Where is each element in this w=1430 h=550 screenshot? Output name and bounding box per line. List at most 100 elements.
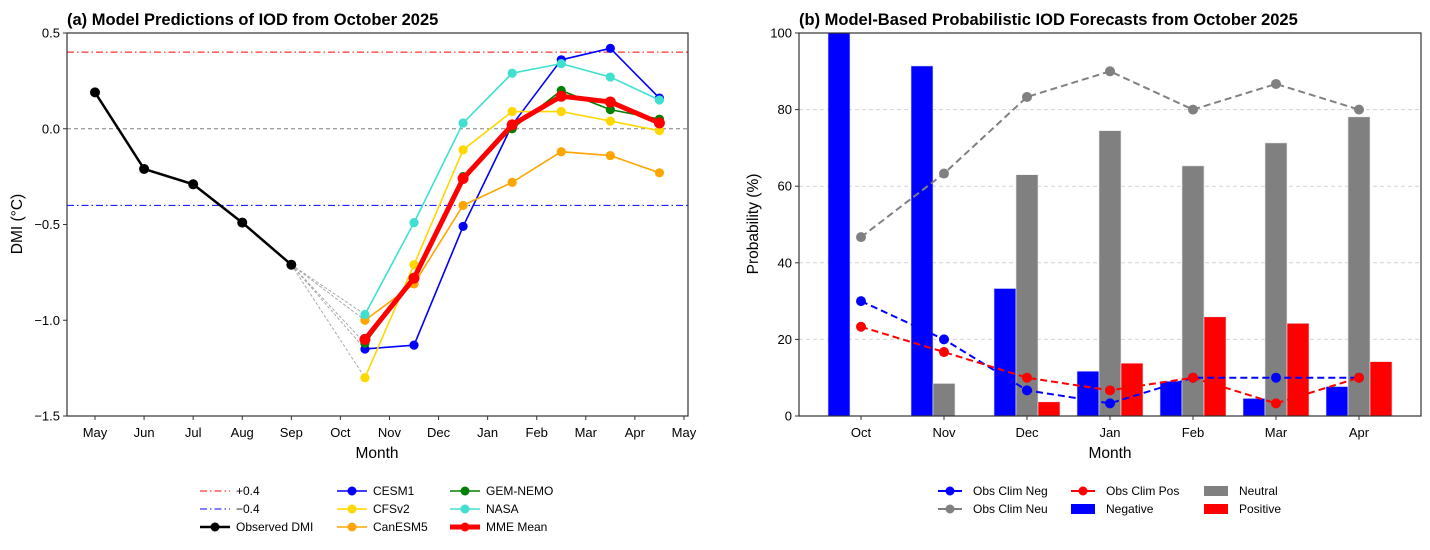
panel-a-legend: +0.4 −0.4 Observed DMI CESM1 CFSv2 CanESM5 GEM…: [200, 484, 553, 534]
panel-a-xlabel: Month: [355, 445, 398, 462]
legend-label: Obs Clim Neg: [973, 484, 1048, 498]
legend-marker: [1078, 486, 1088, 496]
legend-label: Observed DMI: [236, 520, 313, 534]
legend-label: CESM1: [373, 484, 415, 498]
point-gem-nemo: [605, 105, 615, 115]
panel-b-x-ticks: Oct Nov Dec Jan Feb Mar Apr: [851, 416, 1370, 440]
legend-swatch: [1204, 486, 1228, 496]
point-obs-clim-neu: [1105, 66, 1115, 77]
point-nasa: [458, 118, 468, 128]
point-obs-clim-neu: [939, 168, 949, 179]
point-canesm5: [507, 177, 517, 187]
bar-negative: [1242, 398, 1266, 417]
legend-label: Positive: [1239, 502, 1281, 516]
point-nasa: [556, 59, 566, 69]
x-tick-label: Jan: [477, 425, 498, 440]
point-nasa: [507, 68, 517, 78]
point-observed-dmi: [237, 217, 248, 228]
legend-label: GEM-NEMO: [486, 484, 553, 498]
point-cfsv2: [360, 373, 370, 383]
panel-b-ylabel: Probability (%): [745, 174, 762, 275]
series-line-canesm5: [364, 150, 660, 321]
legend-entry-0-4: +0.4: [200, 484, 260, 498]
x-tick-label: Nov: [378, 425, 402, 440]
legend-marker: [347, 504, 357, 514]
series-line-cesm1: [364, 47, 660, 350]
bar-positive: [1286, 323, 1310, 417]
x-tick-label: May: [672, 425, 697, 440]
legend-entry-obs-clim-neg: Obs Clim Neg: [938, 484, 1048, 498]
x-tick-label: Jan: [1100, 425, 1121, 440]
panel-b-title: (b) Model-Based Probabilistic IOD Foreca…: [799, 11, 1298, 29]
legend-entry-positive: Positive: [1204, 502, 1281, 516]
point-obs-clim-pos: [1022, 372, 1032, 383]
panel-b-legend: Obs Clim Neg Obs Clim Neu Obs Clim Pos Nega…: [938, 484, 1281, 516]
legend-entry-gem-nemo: GEM-NEMO: [450, 484, 553, 498]
point-observed-dmi: [90, 87, 100, 98]
legend-entry-obs-clim-pos: Obs Clim Pos: [1071, 484, 1179, 498]
x-tick-label: Mar: [575, 425, 598, 440]
panel-a-axes-frame: [66, 32, 689, 417]
y-tick-label: 80: [778, 102, 792, 117]
legend-entry-negative: Negative: [1071, 502, 1154, 516]
y-tick-label: 20: [778, 332, 792, 347]
panel-b-bars: [827, 32, 1393, 417]
panel-a: (a) Model Predictions of IOD from Octobe…: [9, 11, 697, 534]
legend-entry-neutral: Neutral: [1204, 484, 1278, 498]
bar-negative: [993, 288, 1017, 417]
legend-marker: [460, 486, 470, 496]
x-tick-label: Sep: [280, 425, 303, 440]
point-canesm5: [654, 168, 665, 178]
legend-entry-0-4: −0.4: [200, 502, 260, 516]
y-tick-label: 60: [778, 179, 792, 194]
legend-entry-nasa: NASA: [450, 502, 519, 516]
bar-neutral: [1347, 116, 1371, 417]
point-observed-dmi: [286, 259, 297, 270]
bar-negative: [827, 32, 851, 417]
point-cesm1: [605, 43, 615, 53]
x-tick-label: Mar: [1265, 425, 1288, 440]
x-tick-label: Jul: [185, 425, 202, 440]
legend-label: Neutral: [1239, 484, 1278, 498]
y-tick-label: 0.0: [42, 121, 60, 136]
legend-marker: [945, 504, 955, 514]
legend-entry-obs-clim-neu: Obs Clim Neu: [938, 502, 1048, 516]
x-tick-label: Feb: [1182, 425, 1204, 440]
connector-cfsv2: [290, 264, 366, 378]
series-line-observed-dmi: [93, 91, 293, 266]
x-tick-label: Oct: [330, 425, 351, 440]
point-obs-clim-pos: [1271, 398, 1281, 409]
bar-neutral: [1098, 130, 1122, 417]
series-line-cfsv2: [364, 110, 660, 379]
point-obs-clim-pos: [1188, 372, 1198, 383]
point-mme-mean: [506, 119, 518, 131]
point-nasa: [654, 95, 665, 105]
x-tick-label: Oct: [851, 425, 872, 440]
legend-swatch: [1071, 504, 1095, 514]
x-tick-label: Jun: [134, 425, 155, 440]
legend-marker: [460, 522, 470, 532]
point-obs-clim-pos: [856, 321, 866, 332]
legend-label: Obs Clim Pos: [1106, 484, 1179, 498]
legend-label: CanESM5: [373, 520, 428, 534]
panel-b-xlabel: Month: [1088, 445, 1131, 462]
point-cfsv2: [409, 260, 419, 270]
legend-marker: [347, 522, 357, 532]
legend-label: −0.4: [236, 502, 260, 516]
y-tick-label: −0.5: [34, 217, 60, 232]
point-mme-mean: [555, 90, 567, 102]
legend-label: Negative: [1106, 502, 1154, 516]
point-nasa: [605, 72, 615, 82]
point-obs-clim-neu: [1022, 91, 1032, 102]
point-cesm1: [409, 340, 419, 350]
x-tick-label: Apr: [1349, 425, 1370, 440]
y-tick-label: 100: [770, 26, 792, 41]
legend-entry-observed-dmi: Observed DMI: [200, 520, 313, 534]
point-obs-clim-neu: [1271, 78, 1281, 89]
point-obs-clim-pos: [1354, 372, 1364, 383]
x-tick-label: Nov: [932, 425, 956, 440]
point-obs-clim-pos: [939, 347, 949, 358]
y-tick-label: 40: [778, 255, 792, 270]
legend-label: +0.4: [236, 484, 260, 498]
legend-marker: [347, 486, 357, 496]
